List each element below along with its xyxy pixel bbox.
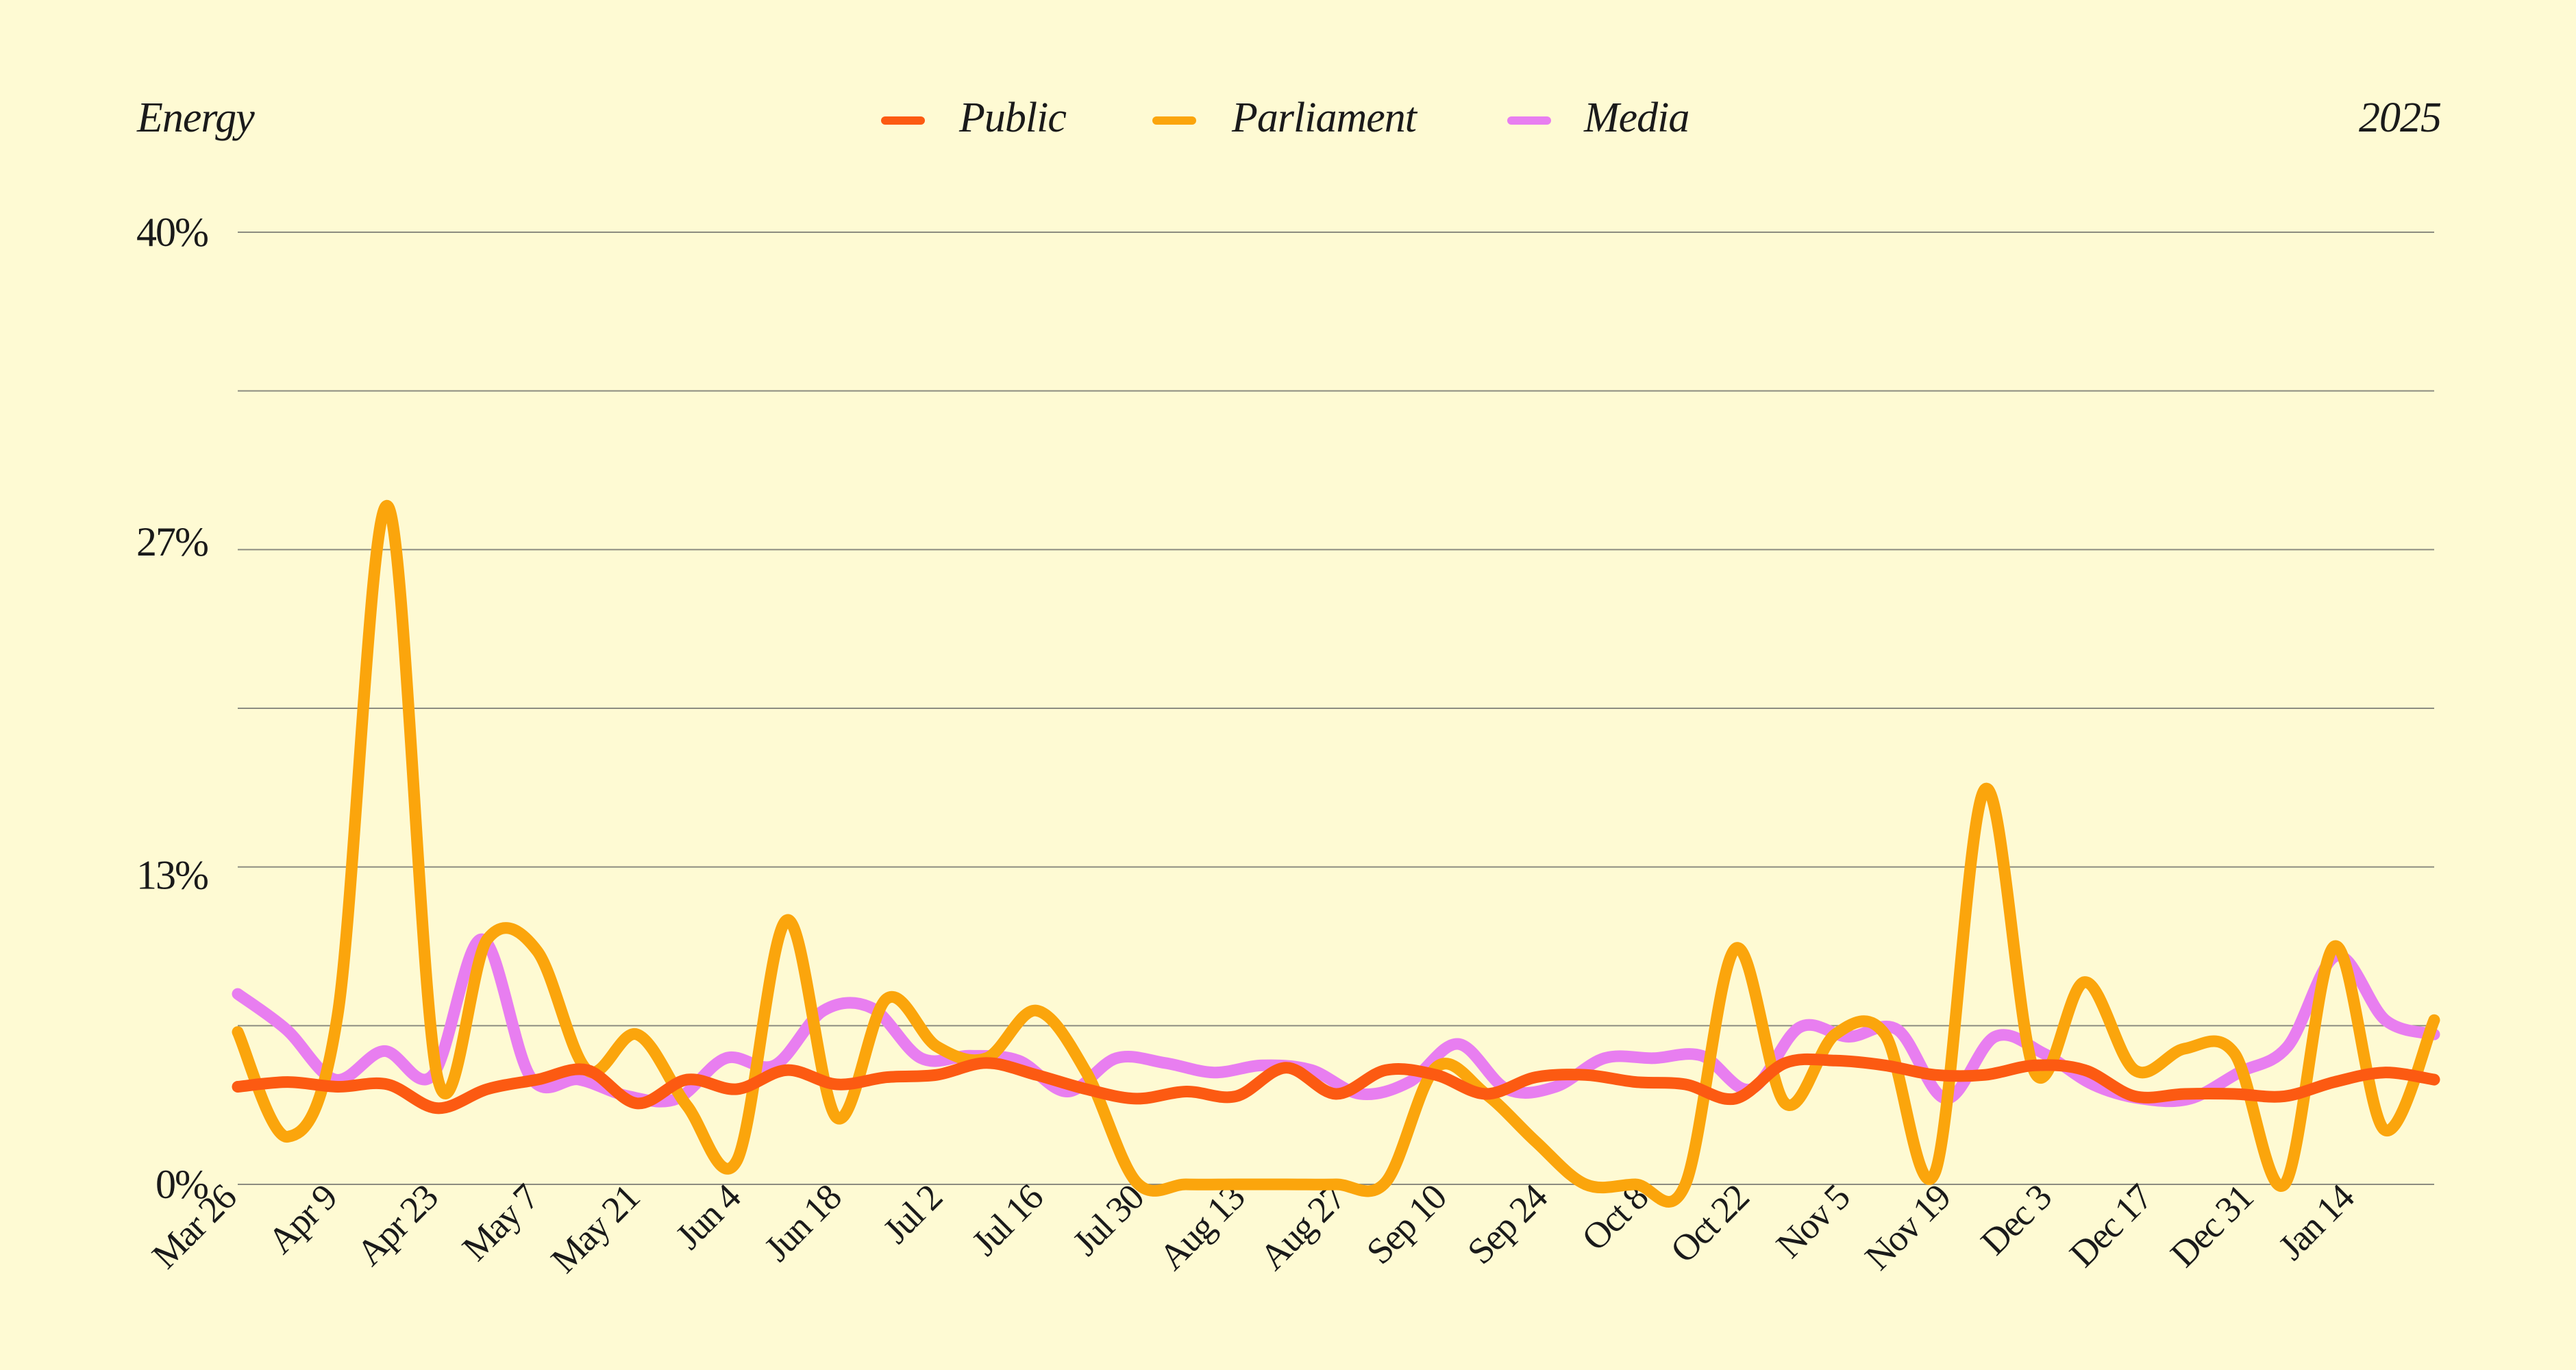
x-tick-label: Jul 16 — [964, 1176, 1051, 1263]
topic-label: Energy — [136, 95, 255, 141]
legend-item-public: Public — [881, 95, 1067, 141]
y-tick-label: 40% — [136, 210, 208, 255]
year-label: 2025 — [2359, 95, 2441, 141]
x-tick-label: Nov 5 — [1768, 1177, 1857, 1266]
legend-item-parliament: Parliament — [1152, 95, 1419, 141]
y-tick-label: 27% — [136, 519, 208, 564]
y-axis-ticks: 0% 13% 27% 40% — [136, 210, 209, 1207]
x-tick-label: Jun 4 — [667, 1176, 748, 1257]
x-tick-label: Dec 31 — [2162, 1177, 2260, 1275]
x-tick-label: Jun 18 — [756, 1177, 849, 1269]
x-tick-label: Dec 3 — [1973, 1177, 2059, 1262]
legend-item-media: Media — [1507, 95, 1689, 141]
series-line-public — [232, 1053, 2440, 1114]
x-tick-label: May 21 — [543, 1177, 647, 1281]
x-tick-label: Sep 24 — [1459, 1176, 1555, 1272]
x-tick-label: May 7 — [454, 1176, 547, 1269]
y-tick-label: 0% — [156, 1162, 208, 1207]
legend-label-media: Media — [1583, 95, 1689, 141]
x-tick-label: Apr 9 — [260, 1177, 344, 1261]
x-tick-label: Nov 19 — [1857, 1177, 1957, 1278]
series-lines — [232, 500, 2440, 1208]
x-tick-label: Aug 27 — [1252, 1176, 1353, 1278]
x-tick-label: Dec 17 — [2061, 1176, 2160, 1275]
y-tick-label: 13% — [136, 852, 208, 897]
x-tick-label: Jul 2 — [875, 1177, 950, 1251]
legend: Public Parliament Media — [881, 95, 1689, 141]
series-line-parliament — [232, 500, 2440, 1208]
legend-label-public: Public — [958, 95, 1066, 141]
x-tick-label: Apr 23 — [349, 1177, 445, 1273]
legend-label-parliament: Parliament — [1231, 95, 1418, 141]
